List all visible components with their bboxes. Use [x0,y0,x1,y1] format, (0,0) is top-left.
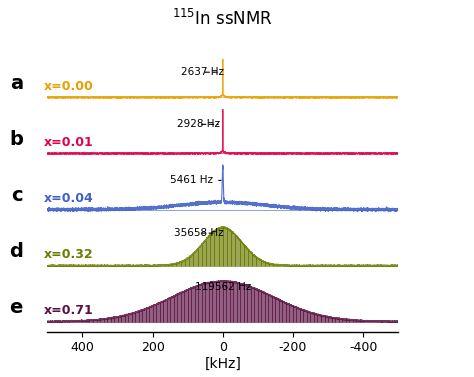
Text: 35658 Hz: 35658 Hz [173,228,223,238]
Text: x=0.01: x=0.01 [44,136,94,149]
Text: b: b [9,130,23,149]
Text: 119562 Hz: 119562 Hz [195,282,251,292]
X-axis label: [kHz]: [kHz] [204,357,241,371]
Text: x=0.32: x=0.32 [44,248,93,261]
Text: x=0.04: x=0.04 [44,192,94,205]
Text: a: a [10,74,23,93]
Text: e: e [9,298,23,317]
Text: d: d [9,242,23,261]
Text: 2928 Hz: 2928 Hz [177,120,220,129]
Text: 2637 Hz: 2637 Hz [181,67,224,77]
Title: $^{115}$In ssNMR: $^{115}$In ssNMR [173,9,273,29]
Text: x=0.71: x=0.71 [44,304,94,317]
Text: c: c [11,186,23,205]
Text: x=0.00: x=0.00 [44,80,94,93]
Text: 5461 Hz: 5461 Hz [170,175,221,185]
